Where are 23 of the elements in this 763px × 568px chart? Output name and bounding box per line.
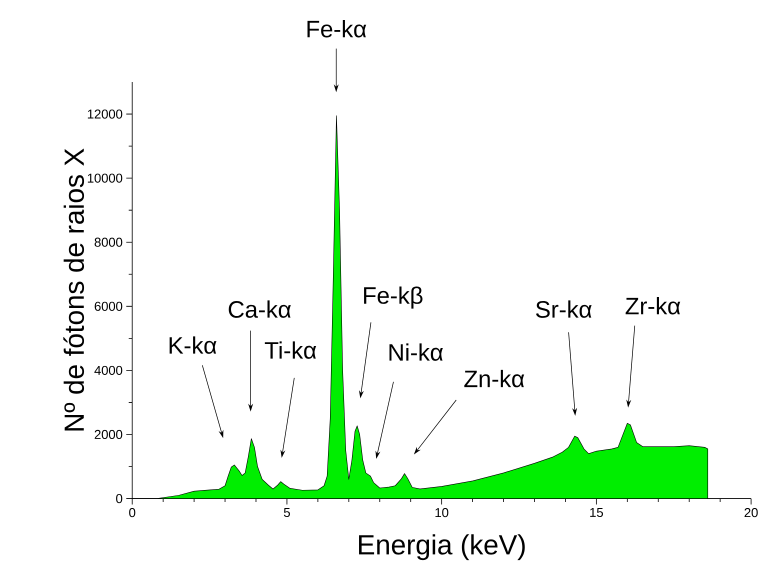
x-axis-title: Energia (keV)	[359, 534, 525, 560]
y-tick-label: 2000	[94, 430, 122, 439]
text: Fe-kα	[308, 20, 366, 38]
annotation: Zr-kα	[626, 296, 680, 314]
annotation: Ni-kα	[389, 343, 443, 361]
y-tick-label: 8000	[94, 238, 122, 247]
y-tick-label: 10000	[88, 173, 122, 183]
x-tick-label: 5	[284, 508, 290, 517]
annotation: Ti-kα	[264, 341, 316, 359]
x-tick-label: 20	[744, 508, 758, 518]
annotation: Ca-kα	[228, 300, 291, 318]
y-tick-label: 0	[116, 494, 122, 503]
y-tick-label: 12000	[88, 109, 122, 118]
x-tick-label: 0	[129, 508, 136, 518]
annotation: Zn-kα	[464, 370, 524, 388]
y-tick-label: 6000	[94, 302, 122, 311]
y-axis-title: Nº de fótons de raios X	[63, 148, 84, 430]
x-tick-label: 15	[590, 508, 603, 517]
x-tick-label: 10	[435, 508, 448, 518]
annotation: Fe-kβ	[364, 286, 422, 308]
annotation: K-kα	[170, 336, 216, 354]
annotation: Sr-kα	[536, 300, 592, 318]
y-tick-label: 4000	[94, 366, 122, 375]
